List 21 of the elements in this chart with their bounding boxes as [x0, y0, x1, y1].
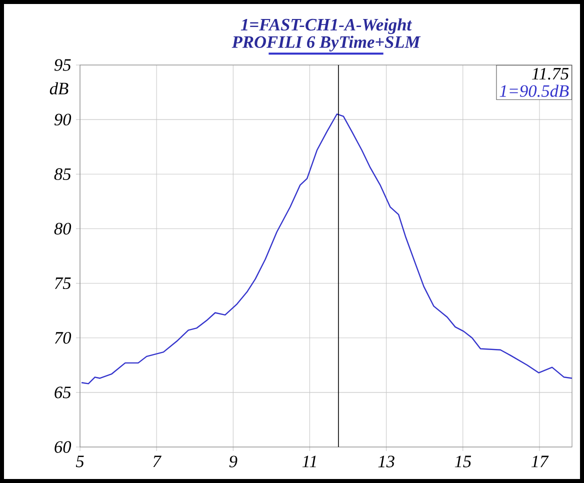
- y-tick-label: 95: [54, 59, 71, 71]
- annotation: 11.75: [532, 68, 569, 80]
- line-series: [80, 114, 572, 384]
- x-tick-label: 7: [153, 456, 162, 468]
- x-tick-label: 9: [229, 456, 238, 468]
- chart-title: 1=FAST-CH1-A-Weight: [240, 18, 412, 34]
- y-tick-label: 75: [54, 278, 71, 290]
- x-tick-label: 15: [454, 456, 472, 468]
- annotation: 1=90.5dB: [500, 84, 569, 97]
- y-tick-label: 80: [54, 222, 72, 235]
- y-tick-label: 70: [54, 332, 72, 344]
- y-tick-label: 85: [54, 168, 71, 180]
- text: PROFILI 6 ByTime+SLM: [232, 36, 421, 52]
- y-axis-title: dB: [50, 82, 68, 94]
- x-tick-label: 17: [531, 456, 549, 468]
- y-tick-label: 60: [54, 441, 72, 453]
- y-tick-label: 90: [54, 114, 72, 126]
- y-tick-label: 65: [54, 386, 71, 398]
- x-tick-label: 13: [378, 456, 394, 468]
- x-tick-label: 5: [76, 456, 84, 468]
- x-tick-label: 11: [302, 456, 316, 468]
